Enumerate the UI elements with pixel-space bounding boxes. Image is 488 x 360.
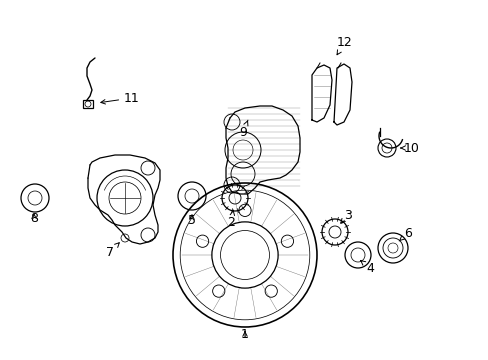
Text: 3: 3 bbox=[340, 208, 351, 223]
Bar bbox=[83, 100, 93, 108]
Text: 8: 8 bbox=[30, 212, 38, 225]
Text: 6: 6 bbox=[398, 226, 411, 241]
Text: 5: 5 bbox=[187, 213, 196, 226]
Text: 7: 7 bbox=[106, 243, 119, 258]
Text: 4: 4 bbox=[360, 261, 373, 274]
Text: 2: 2 bbox=[226, 210, 234, 229]
Text: 9: 9 bbox=[239, 120, 247, 139]
Text: 10: 10 bbox=[400, 141, 419, 154]
Text: 11: 11 bbox=[101, 91, 140, 104]
Text: 1: 1 bbox=[241, 328, 248, 342]
Text: 12: 12 bbox=[336, 36, 352, 55]
